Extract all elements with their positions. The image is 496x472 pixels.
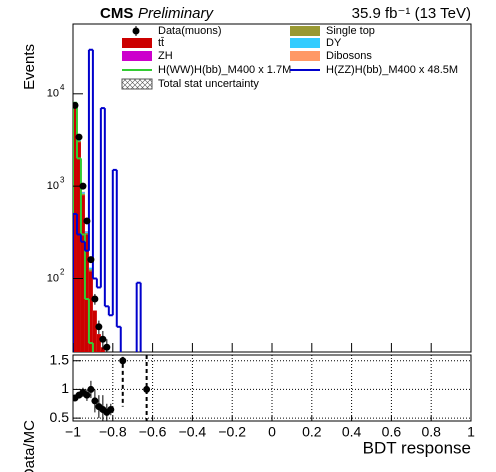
y-tick-exponent: 3 [60, 175, 65, 184]
legend-marker [122, 38, 152, 48]
x-tick-label: 0.2 [302, 424, 322, 440]
ratio-plot [73, 355, 151, 421]
x-tick-label: 0.6 [382, 424, 402, 440]
stack-bar [84, 234, 89, 352]
legend-label: Single top [326, 25, 375, 37]
lumi: 35.9 fb⁻¹ (13 TeV) [352, 5, 471, 22]
legend-label: H(ZZ)H(bb)_M400 x 48.5M [326, 64, 458, 76]
y-tick-exponent: 4 [60, 83, 65, 92]
ratio-point [87, 385, 95, 393]
x-axis-label: BDT response [363, 438, 471, 457]
stack-bar [84, 231, 89, 233]
data-point [95, 323, 103, 331]
stack-bar [80, 195, 85, 352]
y-tick-label: 10 [47, 180, 59, 192]
stack-bar [76, 140, 81, 143]
stack-bar [92, 310, 97, 352]
y-axis-label: Events [21, 44, 38, 90]
ratio-point [119, 357, 127, 365]
main-plot [73, 48, 142, 352]
y-tick-label: 10 [47, 272, 59, 284]
legend-label: H(WW)H(bb)_M400 x 1.7M [158, 64, 291, 76]
legend-label: ZH [158, 50, 173, 62]
ratio-point [107, 406, 115, 414]
legend-label: tt̄ [158, 37, 164, 49]
legend-label: Total stat uncertainty [158, 78, 259, 90]
stack-bar [80, 192, 85, 194]
x-tick-label: −0.6 [139, 424, 167, 440]
ratio-y-tick-label: 1 [61, 380, 69, 396]
data-point [75, 133, 83, 141]
x-tick-label: −1 [65, 424, 81, 440]
ratio-y-label: Data/MC [21, 420, 38, 472]
experiment: CMS [100, 5, 133, 22]
stack-bar [88, 269, 93, 272]
ratio-point [91, 397, 99, 405]
stack-bar [96, 334, 101, 352]
data-point [83, 217, 91, 225]
x-tick-label: −0.4 [179, 424, 207, 440]
data-point [87, 256, 95, 264]
x-tick-label: 0.4 [342, 424, 362, 440]
x-tick-label: −0.2 [218, 424, 246, 440]
legend-marker [122, 51, 152, 61]
legend-label: Data(muons) [158, 25, 222, 37]
legend-marker [290, 38, 320, 48]
ratio-y-tick-label: 0.5 [50, 409, 70, 425]
stack-bar [88, 267, 93, 270]
stack-bar [73, 108, 77, 352]
stack-bar [84, 232, 89, 235]
legend-marker [290, 51, 320, 61]
data-point [73, 101, 79, 109]
x-tick-label: 0 [268, 424, 276, 440]
stack-bar [100, 347, 105, 352]
status: Preliminary [138, 5, 215, 22]
legend-label: Dibosons [326, 50, 372, 62]
legend-marker [121, 78, 153, 90]
x-tick-label: 1 [467, 424, 475, 440]
x-tick-label: −0.8 [99, 424, 127, 440]
y-tick-label: 10 [47, 88, 59, 100]
ratio-y-tick-label: 1.5 [50, 351, 70, 367]
data-point [99, 335, 107, 343]
data-point [103, 343, 111, 351]
stack-bar [76, 142, 81, 352]
x-tick-label: 0.8 [421, 424, 441, 440]
ratio-point [143, 385, 151, 393]
y-tick-exponent: 2 [60, 268, 65, 277]
data-point [91, 295, 99, 303]
stack-bar [80, 193, 85, 196]
legend-marker [290, 26, 320, 36]
ratio-point [83, 391, 91, 399]
stack-bar [88, 271, 93, 352]
legend-label: DY [326, 37, 342, 49]
